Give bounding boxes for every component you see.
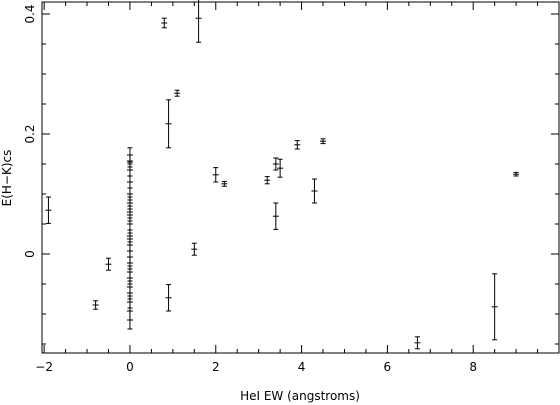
y-tick-label: 0: [23, 250, 37, 258]
data-point: [126, 310, 133, 330]
x-axis-label: HeI EW (angstroms): [240, 389, 360, 403]
data-point: [92, 300, 99, 310]
data-point: [513, 171, 520, 177]
y-tick-label: 0.4: [23, 4, 37, 23]
data-point: [277, 158, 284, 178]
data-point: [174, 89, 181, 97]
y-tick-label: 0.2: [23, 124, 37, 143]
data-point: [191, 242, 198, 256]
data-point: [126, 256, 133, 270]
data-point: [294, 140, 301, 150]
ticks-layer: −2 0 2 4 6 8 0 0.2 0.4: [23, 2, 560, 374]
data-point: [126, 163, 133, 177]
x-tick-label: −2: [35, 360, 53, 374]
data-point: [165, 284, 172, 312]
data-point: [161, 17, 168, 29]
x-tick-label: 0: [126, 360, 134, 374]
x-tick-label: 6: [384, 360, 392, 374]
data-point: [272, 202, 279, 230]
data-point: [105, 257, 112, 271]
data-point: [311, 178, 318, 204]
x-tick-label: 4: [298, 360, 306, 374]
data-point: [195, 0, 202, 43]
data-point: [165, 99, 172, 149]
data-point: [264, 176, 271, 185]
y-axis-label: E(H−K)cs: [0, 150, 14, 207]
data-point: [320, 138, 327, 145]
marks-layer: [45, 0, 520, 350]
data-point: [45, 196, 52, 224]
x-tick-label: 2: [212, 360, 220, 374]
x-tick-label: 8: [469, 360, 477, 374]
data-point: [221, 180, 228, 187]
data-point: [126, 217, 133, 231]
data-point: [414, 336, 421, 350]
data-point: [126, 175, 133, 189]
plot-frame: [41, 1, 560, 354]
data-point: [272, 157, 279, 171]
data-point: [212, 167, 219, 183]
data-point: [491, 273, 498, 341]
